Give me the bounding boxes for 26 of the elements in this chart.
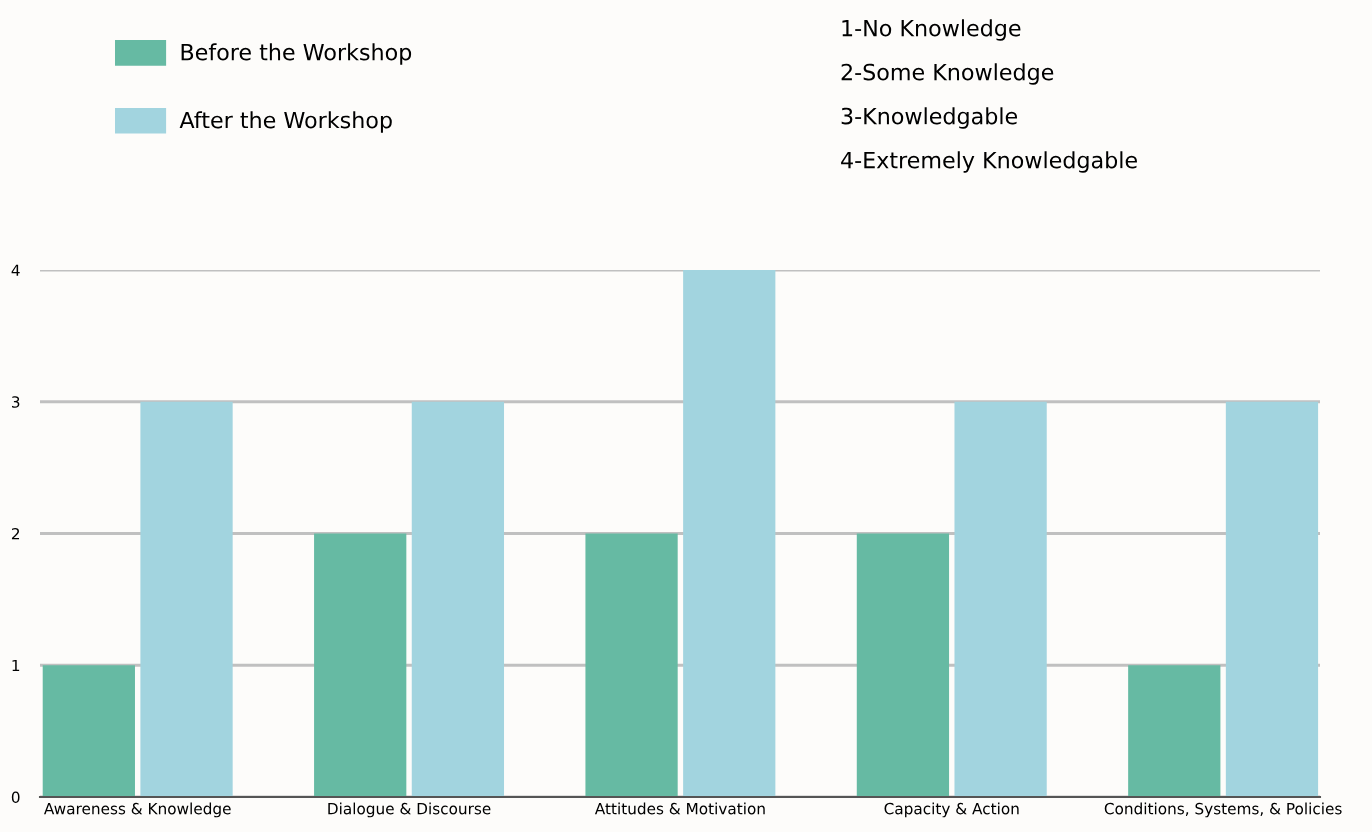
- bar: [140, 401, 233, 797]
- bar: [954, 401, 1047, 797]
- y-tick-label: 2: [11, 527, 20, 540]
- bar: [1128, 665, 1221, 797]
- x-tick-label: Awareness & Knowledge: [43, 802, 231, 818]
- text: 3-Knowledgable: [841, 107, 1018, 129]
- bar: [411, 401, 505, 797]
- legend-label: After the Workshop: [179, 111, 392, 133]
- x-tick-label: Capacity & Action: [884, 802, 1019, 818]
- bar: [314, 533, 407, 797]
- y-tick-label: 1: [12, 659, 20, 672]
- text: 1-No Knowledge: [842, 19, 1021, 41]
- text: 4-Extremely Knowledgable: [841, 151, 1137, 173]
- y-tick-label: 4: [11, 264, 20, 276]
- bar: [1225, 401, 1319, 797]
- x-tick-label: Dialogue & Discourse: [328, 802, 491, 818]
- bar: [856, 533, 950, 797]
- bar: [42, 665, 135, 797]
- x-tick-label: Conditions, Systems, & Policies: [1104, 802, 1342, 818]
- y-tick-label: 0: [11, 791, 20, 804]
- y-tick-label: 3: [12, 396, 20, 408]
- bar: [683, 270, 776, 797]
- bar: [585, 533, 678, 797]
- text: 2-Some Knowledge: [841, 63, 1054, 85]
- x-tick-label: Attitudes & Motivation: [594, 802, 765, 815]
- legend-label: Before the Workshop: [181, 43, 412, 65]
